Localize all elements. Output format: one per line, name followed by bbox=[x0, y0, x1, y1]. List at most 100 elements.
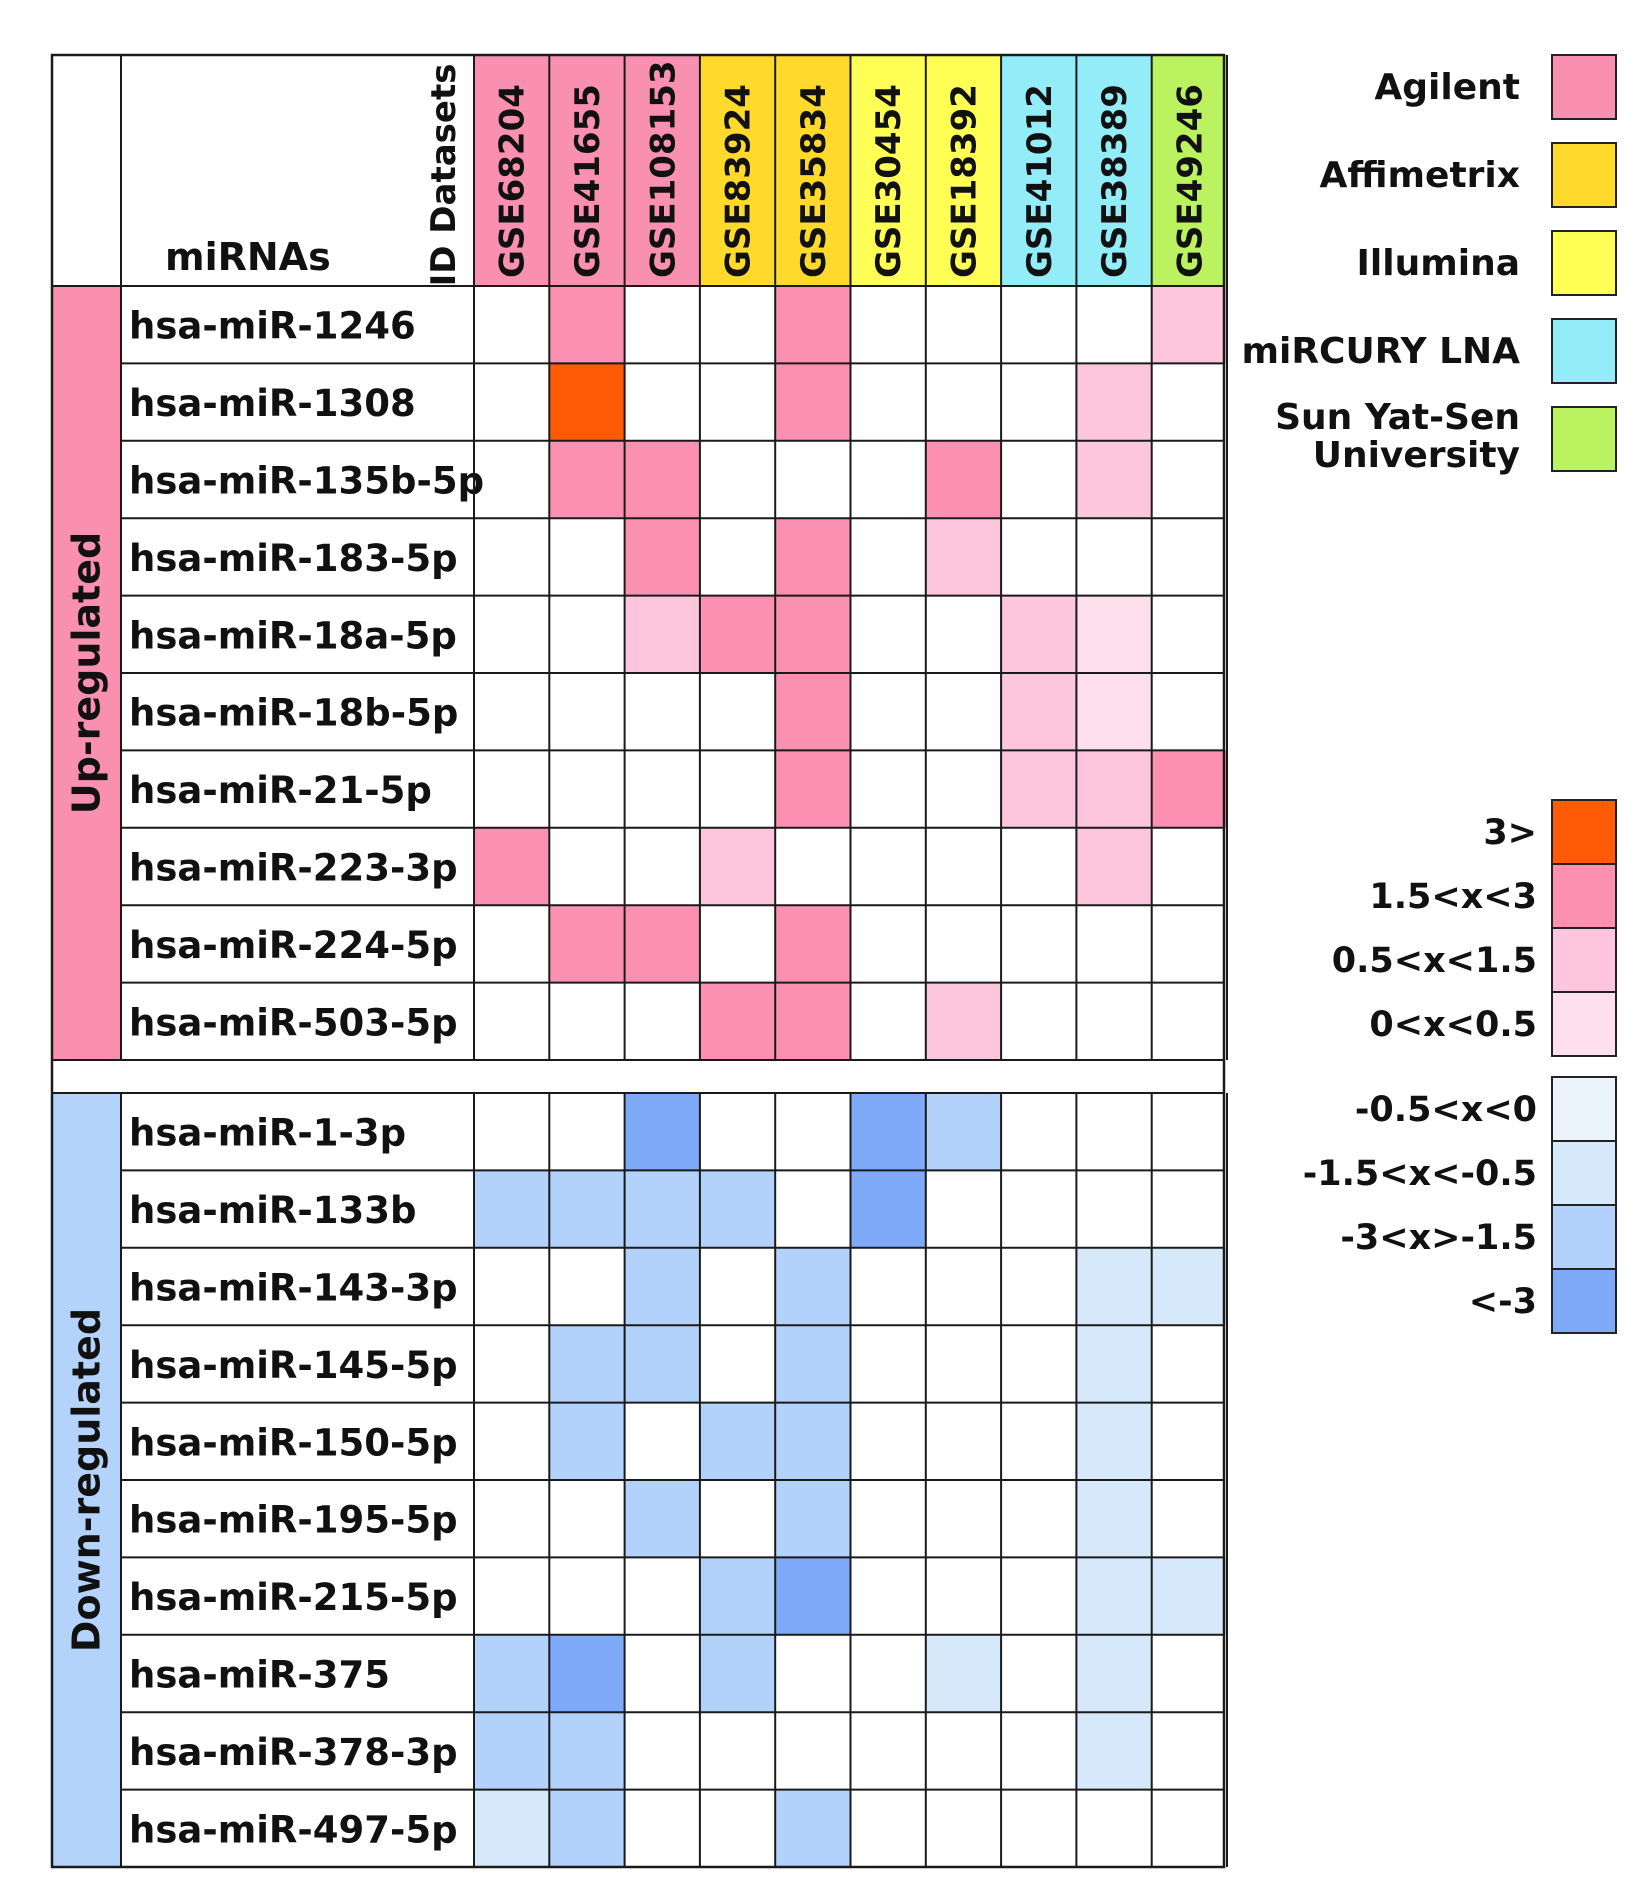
heatmap-cell bbox=[699, 982, 776, 1060]
heatmap-cell bbox=[775, 1557, 851, 1635]
heatmap-cell bbox=[624, 440, 700, 519]
heatmap-cell bbox=[1076, 440, 1152, 519]
heatmap-cell bbox=[699, 1557, 776, 1635]
value-legend: 3> 1.5<x<3 0.5<x<1.5 0<x<0.5 -0.5<x<0 -1.5<x<… bbox=[1303, 799, 1617, 1334]
dataset-header-GSE35834 bbox=[775, 55, 851, 286]
heatmap-cell bbox=[624, 1170, 700, 1248]
heatmap-cell bbox=[1076, 673, 1152, 751]
value-legend-label: 0<x<0.5 bbox=[1369, 1005, 1537, 1045]
heatmap-cell bbox=[549, 440, 625, 519]
heatmap-cell bbox=[549, 1634, 625, 1713]
mirna-label: hsa-miR-223-3p bbox=[129, 847, 458, 890]
heatmap-cell bbox=[925, 440, 1002, 519]
group-band-0 bbox=[52, 286, 121, 1060]
platform-legend-label: Agilent bbox=[1374, 67, 1520, 108]
heatmap-cell bbox=[699, 1402, 776, 1480]
dataset-header-GSE68204 bbox=[474, 55, 550, 286]
platform-legend-label: miRCURY LNA bbox=[1241, 331, 1520, 372]
heatmap-cell bbox=[1076, 827, 1152, 906]
heatmap-cell bbox=[1151, 750, 1227, 828]
heatmap-cell bbox=[474, 1170, 550, 1248]
heatmap-cell bbox=[925, 518, 1002, 596]
group-band-1 bbox=[52, 1093, 121, 1867]
dataset-label: GSE35834 bbox=[794, 84, 834, 278]
heatmap-cell bbox=[1076, 1557, 1152, 1635]
heatmap-cell bbox=[775, 518, 851, 596]
dataset-header-GSE41655 bbox=[549, 55, 625, 286]
heatmap-cell bbox=[699, 595, 776, 673]
mirna-label: hsa-miR-145-5p bbox=[129, 1344, 458, 1387]
heatmap-cell bbox=[624, 1480, 700, 1558]
group-label: Down-regulated bbox=[65, 1308, 109, 1652]
heatmap-cell bbox=[624, 905, 700, 983]
dataset-label: GSE38389 bbox=[1095, 84, 1135, 278]
value-swatch bbox=[1551, 991, 1617, 1057]
value-legend-label: -0.5<x<0 bbox=[1355, 1090, 1537, 1130]
platform-swatch bbox=[1551, 230, 1617, 296]
heatmap-cell bbox=[1001, 750, 1077, 828]
heatmap-cell bbox=[1076, 363, 1152, 441]
group-bands: Up-regulated Down-regulated bbox=[52, 286, 121, 1867]
heatmap-cell bbox=[775, 673, 851, 751]
heatmap-cell bbox=[1076, 1325, 1152, 1403]
mirnas-header-label: miRNAs bbox=[165, 235, 331, 279]
heatmap-cell bbox=[624, 1247, 700, 1326]
value-legend-label: 1.5<x<3 bbox=[1369, 877, 1537, 917]
mirna-label: hsa-miR-375 bbox=[129, 1654, 390, 1697]
value-legend-label: <-3 bbox=[1469, 1282, 1537, 1322]
heatmap-cell bbox=[699, 1170, 776, 1248]
heatmap-cell bbox=[925, 982, 1002, 1060]
mirna-label: hsa-miR-1-3p bbox=[129, 1112, 406, 1155]
heatmap-cells: hsa-miR-1246 hsa-miR-1308 hsa-miR-135b-5p h… bbox=[129, 286, 1227, 1867]
heatmap-cell bbox=[1076, 1634, 1152, 1713]
heatmap-cell bbox=[1076, 1480, 1152, 1558]
value-legend-label: 3> bbox=[1483, 813, 1537, 853]
heatmap-cell bbox=[850, 1093, 926, 1171]
heatmap-cell bbox=[775, 750, 851, 828]
heatmap-cell bbox=[624, 518, 700, 596]
platform-legend-label: Illumina bbox=[1357, 243, 1520, 284]
value-swatch bbox=[1551, 863, 1617, 929]
mirna-label: hsa-miR-135b-5p bbox=[129, 460, 484, 503]
heatmap-cell bbox=[1151, 1247, 1227, 1326]
heatmap-cell bbox=[474, 1789, 550, 1867]
heatmap-cell bbox=[775, 1402, 851, 1480]
heatmap-cell bbox=[1076, 595, 1152, 673]
value-swatch bbox=[1551, 1140, 1617, 1206]
heatmap-cell bbox=[1001, 595, 1077, 673]
heatmap-cell bbox=[699, 827, 776, 906]
dataset-label: GSE18392 bbox=[944, 84, 984, 278]
mirna-label: hsa-miR-143-3p bbox=[129, 1267, 458, 1310]
mirna-label: hsa-miR-183-5p bbox=[129, 537, 458, 580]
heatmap-cell bbox=[775, 286, 851, 364]
heatmap-cell bbox=[775, 1325, 851, 1403]
mirna-label: hsa-miR-1246 bbox=[129, 305, 416, 348]
dataset-header-GSE83924 bbox=[699, 55, 776, 286]
value-legend-label: 0.5<x<1.5 bbox=[1332, 941, 1537, 981]
dataset-header-GSE108153 bbox=[624, 55, 700, 286]
platform-legend-label: Affimetrix bbox=[1320, 155, 1520, 196]
heatmap-cell bbox=[549, 905, 625, 983]
heatmap-cell bbox=[925, 1093, 1002, 1171]
table-grid bbox=[50, 53, 1228, 1869]
id-datasets-label: ID Datasets bbox=[424, 64, 464, 287]
dataset-label: GSE83924 bbox=[719, 84, 759, 278]
value-swatch bbox=[1551, 927, 1617, 993]
dataset-label: GSE68204 bbox=[493, 84, 533, 278]
heatmap-cell bbox=[549, 1170, 625, 1248]
value-swatch bbox=[1551, 799, 1617, 865]
mirna-label: hsa-miR-497-5p bbox=[129, 1808, 458, 1851]
heatmap-cell bbox=[775, 905, 851, 983]
heatmap-cell bbox=[775, 1480, 851, 1558]
mirna-label: hsa-miR-150-5p bbox=[129, 1421, 458, 1464]
heatmap-cell bbox=[474, 827, 550, 906]
mirna-label: hsa-miR-1308 bbox=[129, 382, 416, 425]
heatmap-cell bbox=[624, 595, 700, 673]
dataset-header-GSE49246 bbox=[1151, 55, 1227, 286]
heatmap-cell bbox=[549, 1325, 625, 1403]
dataset-label: GSE49246 bbox=[1170, 84, 1210, 278]
mirna-label: hsa-miR-195-5p bbox=[129, 1499, 458, 1542]
heatmap-cell bbox=[1076, 1402, 1152, 1480]
value-swatch bbox=[1551, 1076, 1617, 1142]
